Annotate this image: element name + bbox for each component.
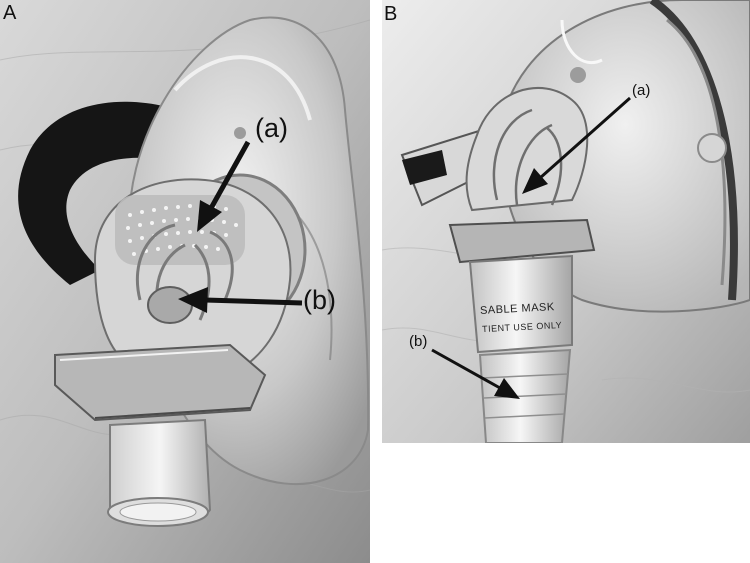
callout-label-a-b: (a) bbox=[632, 82, 651, 99]
arrow-a-panel-a bbox=[197, 140, 251, 232]
photo-a-mask-image bbox=[0, 0, 370, 563]
panel-letter-a: A bbox=[3, 2, 17, 24]
arrow-a-panel-b bbox=[522, 96, 631, 194]
arrow-b-panel-a bbox=[178, 287, 303, 313]
arrow-b-panel-b bbox=[431, 348, 520, 399]
callout-label-b: (b) bbox=[303, 285, 336, 315]
callout-label-a: (a) bbox=[255, 113, 288, 143]
photo-panel-a: A (a) (b) bbox=[0, 0, 370, 563]
photo-panel-b: B (a) (b) SABLE MASK TIENT USE ONLY bbox=[382, 0, 750, 443]
panel-letter-b: B bbox=[384, 3, 398, 25]
callout-label-b-b: (b) bbox=[409, 333, 428, 350]
photo-b-mask-image bbox=[382, 0, 750, 443]
